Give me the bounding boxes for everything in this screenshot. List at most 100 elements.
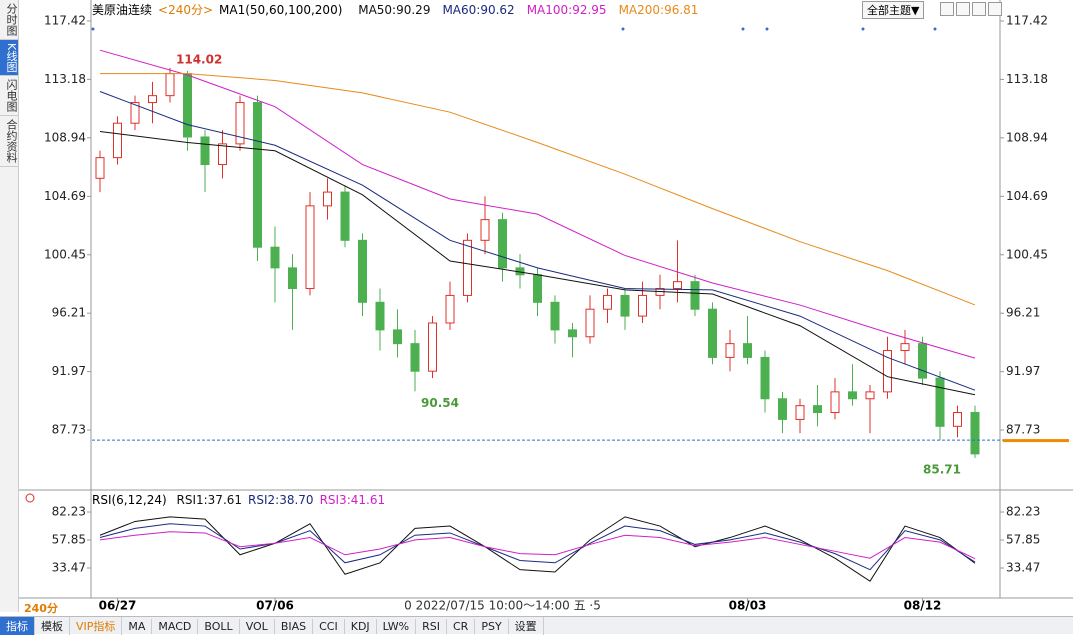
candle-body (183, 73, 192, 138)
toolbar-item[interactable]: CCI (313, 619, 345, 634)
toolbar-item[interactable]: PSY (475, 619, 509, 634)
candle-body (638, 294, 647, 317)
candle-body (480, 219, 490, 241)
y-tick-label: 91.97 (52, 364, 86, 378)
candle-body (970, 412, 980, 455)
btn[interactable] (972, 2, 986, 16)
candle-body (410, 343, 420, 372)
candle-body (165, 73, 175, 97)
candle-body (323, 191, 332, 207)
candle-body (725, 343, 735, 358)
candle-body (900, 343, 910, 352)
toolbar-item[interactable]: VOL (240, 619, 275, 634)
candle-body (393, 329, 402, 345)
candle-body (270, 246, 280, 269)
y-tick-label: 57.85 (1006, 533, 1040, 547)
candle-body (568, 329, 577, 338)
candle-body (848, 391, 857, 400)
y-tick-label: 104.69 (44, 189, 86, 203)
period-badge[interactable]: 240分 (24, 602, 58, 615)
legend-entry: RSI2:38.70 (248, 493, 314, 507)
candle-body (620, 294, 630, 317)
y-tick-label: 113.18 (1006, 72, 1048, 86)
y-tick-label: 117.42 (44, 13, 86, 27)
y-tick-label: 33.47 (1006, 560, 1040, 574)
y-tick-label: 100.45 (44, 247, 86, 261)
y-tick-label: 96.21 (52, 306, 86, 320)
y-tick-label: 91.97 (1006, 364, 1040, 378)
x-tick-label: 08/03 (729, 599, 767, 613)
candle-body (200, 136, 210, 166)
toolbar-item[interactable]: KDJ (345, 619, 377, 634)
price-marker (1003, 439, 1069, 443)
candle-body (673, 281, 682, 290)
toolbar-item[interactable]: CR (447, 619, 476, 634)
candle-body (550, 301, 560, 331)
theme-button[interactable]: 全部主题▼ (862, 1, 925, 19)
btn[interactable] (988, 2, 1002, 16)
toolbar-item[interactable]: LW% (377, 619, 417, 634)
series-line (99, 91, 976, 391)
candle-body (935, 377, 945, 427)
candle-body (148, 95, 157, 104)
y-tick-label: 57.85 (52, 533, 86, 547)
side-tab[interactable]: 合约资料 (0, 116, 18, 168)
toolbar-item[interactable]: 设置 (509, 617, 544, 635)
candle-body (865, 391, 875, 400)
series-line (99, 523, 976, 571)
toolbar-item[interactable]: 指标 (0, 617, 35, 635)
toolbar-item[interactable]: VIP指标 (70, 617, 123, 635)
toolbar-item[interactable]: BIAS (275, 619, 314, 634)
rsi-icon[interactable] (25, 493, 35, 503)
view-buttons (938, 1, 1002, 20)
candle-body (235, 102, 245, 145)
side-tab[interactable]: K线图 (0, 40, 18, 77)
period[interactable]: <240分> (158, 3, 214, 17)
legend-entry: MA60:90.62 (442, 3, 515, 17)
candle-body (428, 322, 437, 372)
toolbar-item[interactable]: 模板 (35, 617, 70, 635)
chart: 117.42 117.42 113.18 113.18 108.94 108.94 104.… (18, 0, 1073, 613)
btn[interactable] (956, 2, 970, 16)
toolbar-item[interactable]: BOLL (198, 619, 240, 634)
candle-body (288, 267, 297, 290)
candle-body (830, 391, 840, 414)
y-tick-label: 33.47 (52, 560, 86, 574)
legend-entry: RSI1:37.61 (176, 493, 243, 507)
y-tick-label: 87.73 (52, 423, 86, 437)
y-tick-label: 82.23 (1006, 505, 1040, 519)
legend-entry: MA200:96.81 (618, 3, 699, 17)
candle-body (708, 308, 717, 358)
candle-body (340, 191, 350, 241)
candle-body (918, 343, 927, 379)
candle-body (253, 102, 262, 248)
candle-body (498, 219, 507, 269)
price-annotation: 114.02 (176, 52, 222, 66)
rsi-legend: RSI(6,12,24) RSI1:37.61 RSI2:38.70 RSI3:41… (92, 493, 385, 507)
crosshair-label: 0 2022/07/15 10:00～14:00 五 ·5 (404, 599, 601, 613)
toolbar-item[interactable]: MACD (152, 619, 199, 634)
side-tab[interactable]: 闪电图 (0, 76, 18, 117)
rsi-title: RSI(6,12,24) (92, 493, 167, 507)
series-line (99, 531, 976, 560)
candle-body (445, 294, 455, 324)
candle-body (130, 102, 140, 124)
candle-body (585, 308, 595, 338)
candle-body (953, 412, 962, 427)
side-tabs: 分时图 K线图 闪电图 合约资料 (0, 0, 19, 612)
toolbar-item[interactable]: RSI (416, 619, 447, 634)
series-line (99, 516, 976, 582)
toolbar: 指标 模板 VIP指标 MA MACD BOLL VOL BIAS CCI KDJ LW% RSI CR… (0, 616, 1073, 635)
x-tick-label: 06/27 (99, 599, 137, 613)
legend-entry: RSI3:41.61 (319, 493, 386, 507)
candle-body (375, 301, 385, 331)
candle-body (463, 239, 472, 296)
y-tick-label: 108.94 (1006, 130, 1048, 144)
y-tick-label: 117.42 (1006, 13, 1048, 27)
toolbar-item[interactable]: MA (122, 619, 153, 634)
btn[interactable] (940, 2, 954, 16)
y-tick-label: 100.45 (1006, 247, 1048, 261)
side-tab[interactable]: 分时图 (0, 0, 18, 40)
indicator[interactable]: MA1(50,60,100,200) (219, 3, 343, 17)
